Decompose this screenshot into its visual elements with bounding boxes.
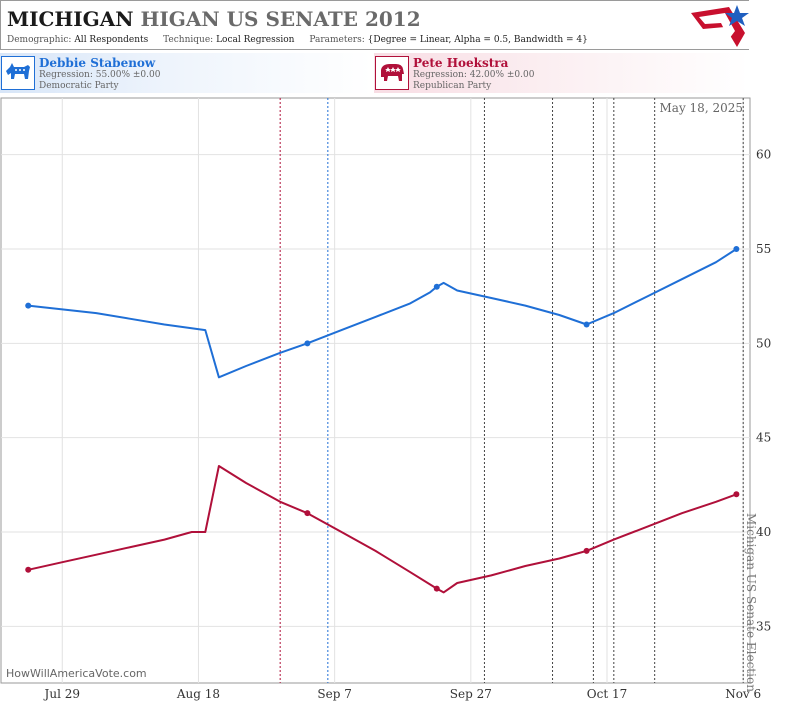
x-tick-label: Sep 7 [317,687,351,701]
parameters-label: Parameters: [309,35,365,45]
candidate-panel-democrat: Debbie Stabenow Regression: 55.00% ±0.00… [0,53,372,93]
y-tick-label: 45 [756,431,771,445]
candidate-panel-republican: Pete Hoekstra Regression: 42.00% ±0.00 R… [374,53,749,93]
watermark: HowWillAmericaVote.com [6,667,147,680]
parameters-line: Demographic: All Respondents Technique: … [7,35,588,45]
series-line-0 [28,248,737,379]
y-tick-label: 60 [756,148,771,162]
data-point-1 [304,510,311,517]
candidate-regression: Regression: 55.00% ±0.00 [39,70,161,80]
title-state: MICHIGAN [7,7,134,31]
x-tick-label: Nov 6 [725,687,761,701]
regression-line-chart: 35 40 45 50 55 60 Jul 29 Aug 18 Sep 7 Sep 27 Oct 1… [0,97,771,701]
candidate-party: Republican Party [413,81,492,91]
data-point-0 [733,245,740,252]
series-line-1 [27,465,737,594]
x-tick-label: Jul 29 [43,687,80,701]
data-point-1 [25,566,32,573]
technique-value: Local Regression [216,35,295,45]
y-tick-label: 40 [756,525,771,539]
data-point-0 [25,302,32,309]
plot-frame [0,97,751,684]
x-tick-label: Sep 27 [450,687,492,701]
chart-header: MICHIGAN HIGAN US SENATE 2012 Demographi… [0,0,749,50]
site-logo-icon [691,5,749,47]
x-tick-label: Oct 17 [587,687,627,701]
data-point-1 [733,491,740,498]
y-tick-label: 55 [756,242,771,256]
data-point-0 [304,340,311,347]
title-race: HIGAN US SENATE 2012 [140,7,421,31]
y-tick-label: 35 [756,619,771,633]
y-tick-label: 50 [756,336,771,350]
data-point-0 [583,321,590,328]
candidate-name: Debbie Stabenow [39,56,156,70]
candidate-regression: Regression: 42.00% ±0.00 [413,70,535,80]
parameters-value: {Degree = Linear, Alpha = 0.5, Bandwidth… [367,35,588,45]
data-point-1 [433,585,440,592]
data-point-1 [583,547,590,554]
demographic-value: All Respondents [74,35,149,45]
demographic-label: Demographic: [7,35,72,45]
elephant-icon [375,56,409,90]
donkey-icon [1,56,35,90]
candidate-party: Democratic Party [39,81,119,91]
page-title: MICHIGAN HIGAN US SENATE 2012 [7,7,421,31]
date-label: May 18, 2025 [660,101,743,115]
technique-label: Technique: [163,35,214,45]
candidate-name: Pete Hoekstra [413,56,509,70]
x-tick-label: Aug 18 [176,687,220,701]
election-label: Michigan US Senate Election [744,513,758,692]
data-point-0 [433,283,440,290]
